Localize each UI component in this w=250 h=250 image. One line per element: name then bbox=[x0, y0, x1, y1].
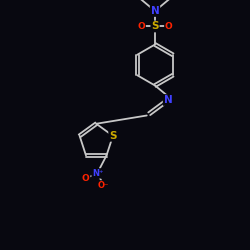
Text: N⁺: N⁺ bbox=[92, 169, 104, 178]
Text: O⁻: O⁻ bbox=[98, 181, 109, 190]
Text: S: S bbox=[151, 22, 159, 32]
Text: S: S bbox=[109, 131, 117, 141]
Text: N: N bbox=[164, 95, 172, 105]
Text: O: O bbox=[138, 22, 145, 31]
Text: N: N bbox=[150, 6, 160, 16]
Text: O: O bbox=[82, 174, 90, 184]
Text: O: O bbox=[165, 22, 172, 31]
